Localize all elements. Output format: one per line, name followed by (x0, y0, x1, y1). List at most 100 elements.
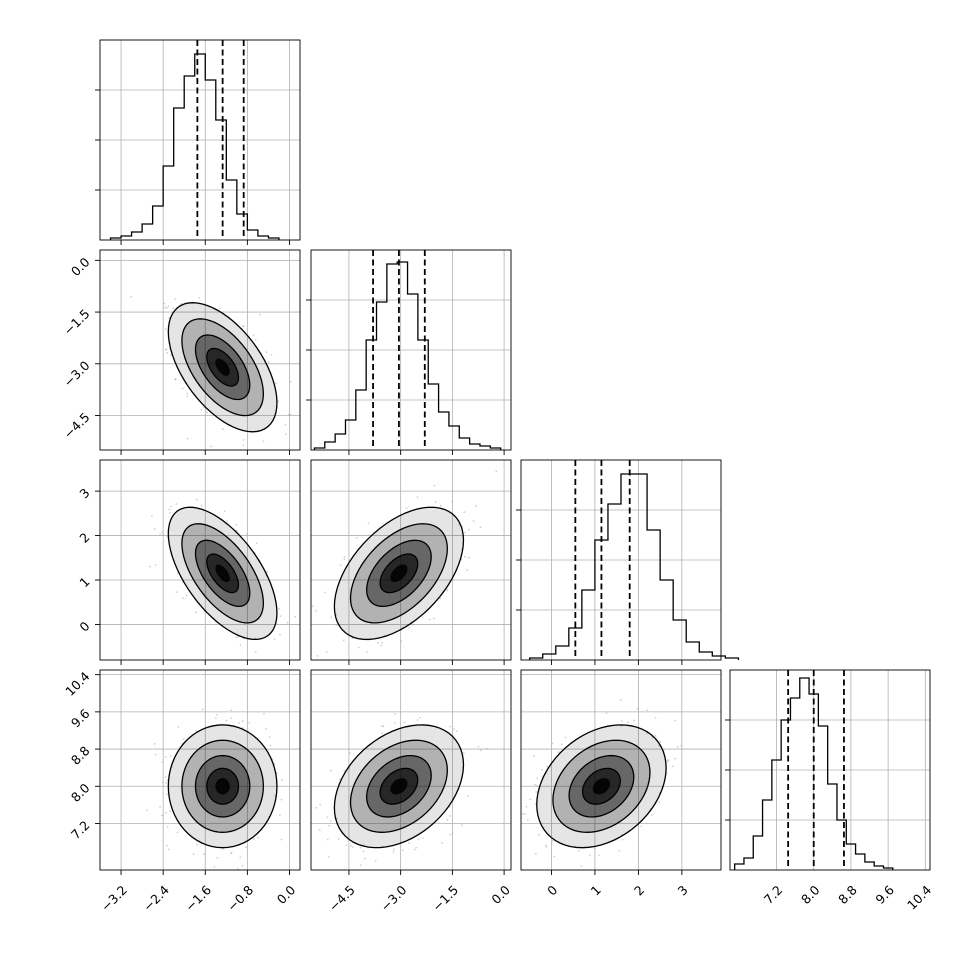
scatter-panel-0-2 (95, 459, 301, 672)
scatter-point (479, 749, 482, 752)
scatter-point (164, 328, 167, 331)
scatter-point (529, 798, 532, 801)
scatter-point (186, 395, 189, 398)
scatter-point (237, 635, 240, 638)
scatter-point (627, 721, 630, 724)
scatter-point (582, 877, 584, 879)
scatter-point (279, 633, 281, 636)
scatter-point (674, 757, 677, 760)
scatter-point (168, 508, 171, 511)
scatter-point (265, 727, 267, 730)
scatter-point (200, 504, 203, 507)
contour-line (552, 739, 651, 833)
contour-line (206, 347, 240, 387)
scatter-point (359, 864, 362, 867)
scatter-point (195, 730, 198, 732)
scatter-point (621, 838, 624, 841)
contour-line (181, 318, 265, 417)
scatter-point (327, 856, 330, 858)
scatter-point (241, 864, 244, 867)
scatter-point (636, 707, 639, 710)
x-tick-label: −1.5 (429, 882, 461, 914)
scatter-point (374, 859, 377, 862)
scatter-point (276, 772, 278, 774)
scatter-point (525, 805, 528, 808)
scatter-point (537, 833, 540, 836)
y-tick-label: 8.8 (68, 743, 93, 768)
scatter-point (646, 709, 649, 712)
scatter-point (175, 503, 178, 505)
scatter-point (342, 639, 345, 642)
scatter-point (159, 533, 161, 536)
scatter-point (269, 670, 271, 672)
y-tick-label: 0.0 (68, 254, 93, 279)
scatter-point (281, 779, 283, 782)
scatter-point (446, 818, 449, 821)
scatter-point (259, 313, 261, 316)
scatter-point (181, 387, 184, 390)
scatter-point (170, 354, 172, 357)
scatter-point (170, 505, 172, 508)
histogram-panel-0 (95, 39, 301, 245)
scatter-point (168, 512, 171, 514)
scatter-point (455, 730, 458, 733)
scatter-point (463, 511, 466, 514)
scatter-point (619, 699, 622, 702)
scatter-point (412, 623, 414, 626)
x-tick-label: −0.8 (224, 882, 256, 914)
scatter-point (256, 836, 259, 839)
scatter-point (252, 334, 255, 337)
scatter-point (326, 838, 329, 841)
x-tick-label: 0.0 (488, 882, 513, 907)
scatter-point (262, 440, 265, 443)
density-fill (215, 564, 230, 583)
scatter-point (357, 646, 360, 649)
scatter-point (330, 616, 332, 619)
scatter-point (239, 856, 242, 859)
scatter-point (458, 523, 460, 526)
scatter-point (654, 716, 657, 719)
scatter-point (160, 814, 163, 817)
scatter-point (245, 846, 247, 849)
scatter-point (195, 611, 198, 614)
y-tick-label: 3 (76, 485, 92, 501)
density-fill (215, 778, 230, 795)
scatter-point (377, 642, 379, 644)
scatter-point (535, 791, 538, 793)
scatter-point (417, 838, 420, 841)
scatter-point (167, 848, 170, 851)
scatter-point (323, 591, 326, 594)
scatter-point (266, 570, 268, 573)
scatter-point (466, 569, 469, 571)
scatter-point (175, 591, 178, 594)
scatter-point (651, 814, 653, 816)
scatter-point (214, 717, 217, 720)
contour-line (333, 724, 465, 849)
scatter-point (434, 501, 437, 503)
panel-frame (310, 459, 512, 661)
scatter-point (319, 803, 322, 806)
scatter-point (367, 522, 370, 525)
scatter-point (172, 307, 175, 310)
scatter-point (239, 644, 242, 647)
scatter-point (253, 838, 255, 840)
contour-line (536, 724, 667, 849)
scatter-point (621, 720, 623, 723)
scatter-point (551, 742, 554, 745)
x-tick-label: −3.2 (98, 882, 130, 914)
scatter-point (329, 769, 332, 772)
scatter-point (446, 589, 449, 592)
scatter-point (277, 400, 280, 403)
scatter-point (366, 651, 368, 654)
contour-line (379, 767, 419, 805)
scatter-point (253, 454, 255, 456)
scatter-point (280, 838, 283, 841)
scatter-point (245, 875, 247, 877)
y-tick-label: 0 (76, 618, 92, 634)
scatter-point (449, 833, 452, 836)
scatter-point (166, 826, 169, 828)
scatter-point (294, 615, 297, 618)
scatter-point (286, 621, 289, 624)
scatter-point (318, 829, 321, 832)
contour-line (206, 553, 240, 594)
